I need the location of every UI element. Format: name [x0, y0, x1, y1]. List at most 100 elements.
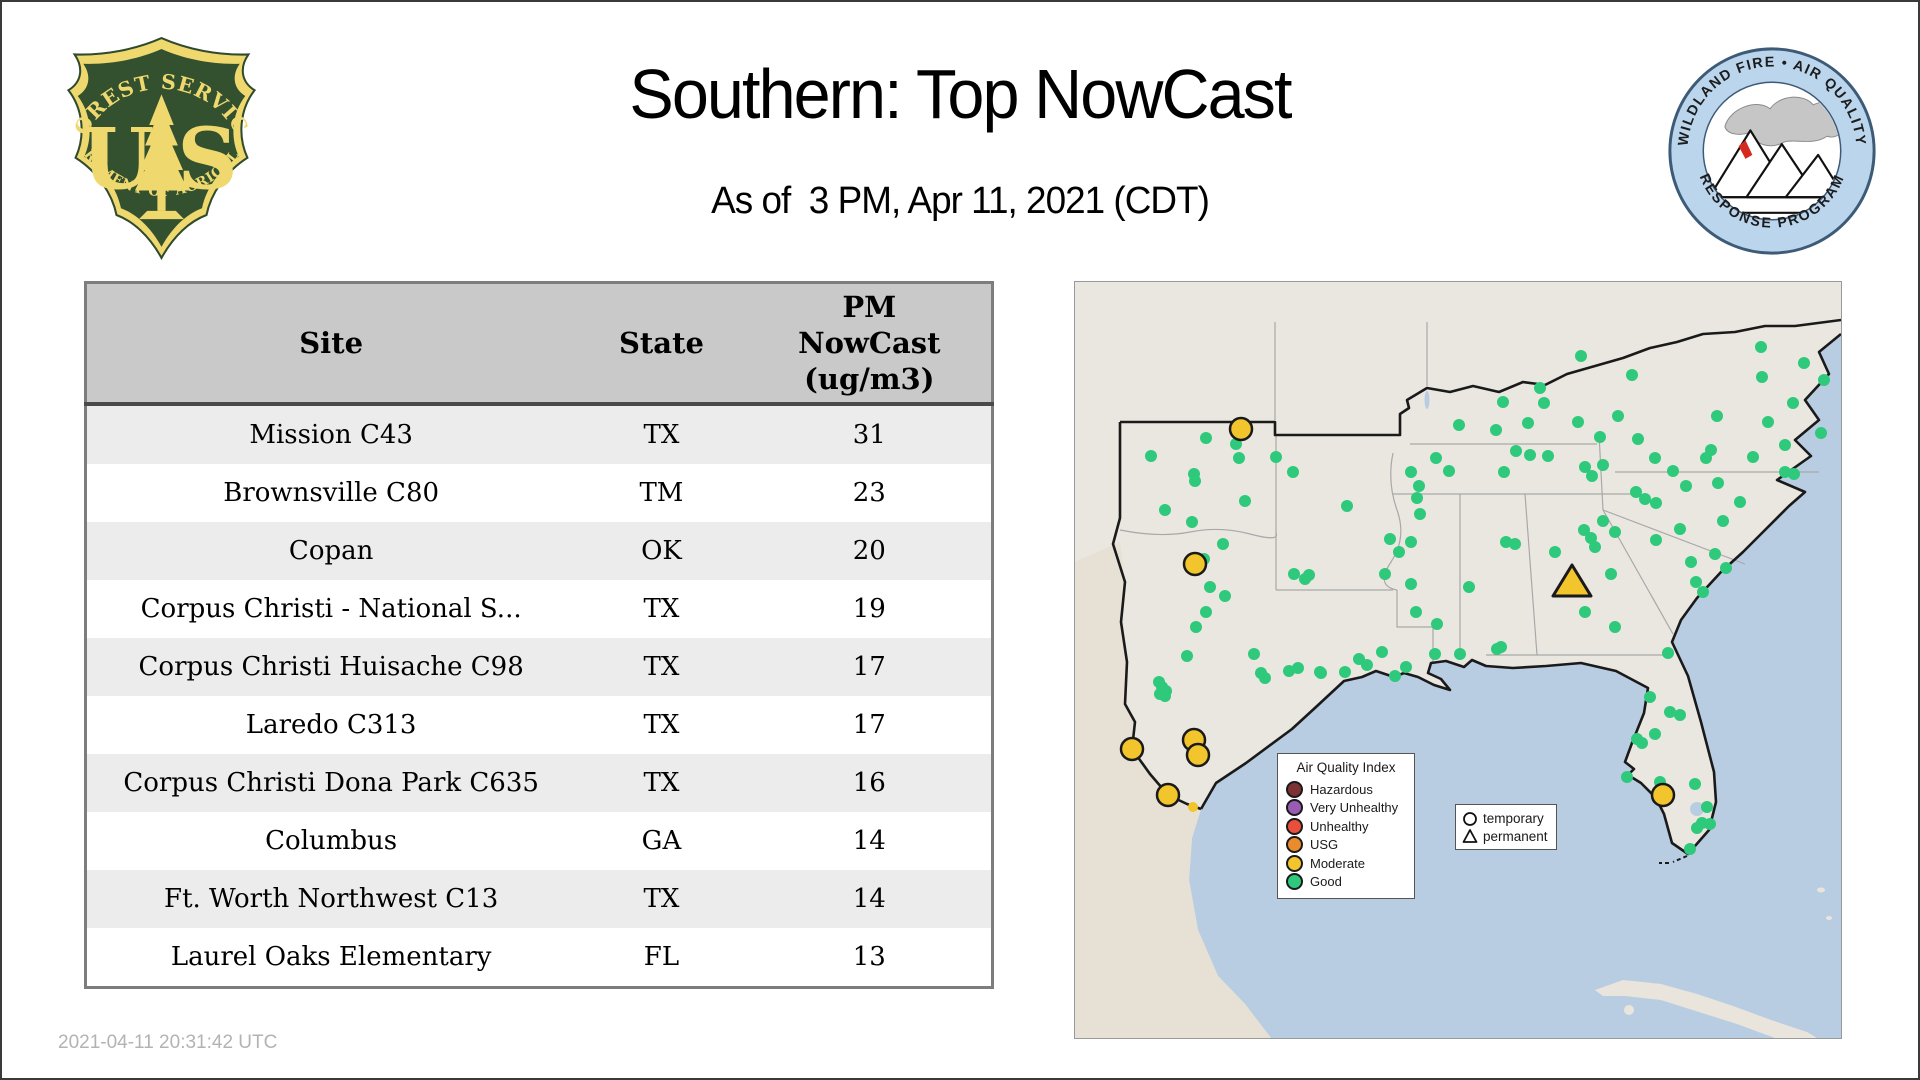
- good-site-dot: [1705, 444, 1717, 456]
- forest-service-logo: FOREST SERVICE U S DEPARTMENT OF AGRICUL…: [51, 16, 264, 265]
- good-site-dot: [1259, 672, 1271, 684]
- cell-value: 20: [852, 536, 886, 566]
- good-site-dot: [1400, 661, 1412, 673]
- legend-label: temporary: [1483, 810, 1544, 826]
- good-site-dot: [1549, 546, 1561, 558]
- good-site-dot: [1579, 461, 1591, 473]
- good-site-dot: [1649, 728, 1661, 740]
- good-site-dot: [1572, 416, 1584, 428]
- legend-entry: Unhealthy: [1286, 817, 1406, 836]
- cell-value: 17: [852, 652, 886, 682]
- good-site-dot: [1664, 706, 1676, 718]
- column-header-value: PM NowCast (ug/m3): [747, 282, 993, 406]
- mexico-land: [1075, 542, 1271, 1038]
- good-site-dot: [1454, 648, 1466, 660]
- good-site-dot: [1711, 410, 1723, 422]
- aqi-legend-title: Air Quality Index: [1296, 760, 1396, 775]
- good-site-dot: [1389, 670, 1401, 682]
- good-site-dot: [1650, 534, 1662, 546]
- good-site-dot: [1500, 536, 1512, 548]
- good-site-dot: [1292, 662, 1304, 674]
- good-site-dot: [1579, 606, 1591, 618]
- good-site-dot: [1684, 843, 1696, 855]
- good-site-dot: [1510, 445, 1522, 457]
- table-row: Corpus Christi Huisache C98 TX 17: [85, 638, 993, 696]
- column-header-state: State: [575, 282, 748, 406]
- good-site-dot: [1376, 646, 1388, 658]
- legend-entry: USG: [1286, 836, 1406, 855]
- table-row: Corpus Christi - National S... TX 19: [85, 580, 993, 638]
- cell-state: GA: [641, 826, 682, 856]
- table-header-row: Site State PM NowCast (ug/m3): [85, 282, 993, 406]
- good-site-dot: [1287, 466, 1299, 478]
- good-site-dot: [1779, 439, 1791, 451]
- small-island: [1624, 1005, 1634, 1015]
- good-site-dot: [1538, 397, 1550, 409]
- good-site-dot: [1690, 576, 1702, 588]
- permanent-triangle-icon: [1462, 829, 1478, 843]
- cell-state: TX: [643, 594, 680, 624]
- cell-state: TM: [639, 478, 684, 508]
- legend-entry: Moderate: [1286, 854, 1406, 873]
- good-site-dot: [1491, 643, 1503, 655]
- legend-swatch-icon: [1286, 836, 1303, 854]
- good-site-dot: [1597, 459, 1609, 471]
- temporary-circle-icon: [1463, 812, 1477, 826]
- moderate-permanent-marker: [1551, 563, 1593, 598]
- good-site-dot: [1379, 568, 1391, 580]
- legend-entry-permanent: permanent: [1462, 827, 1550, 845]
- legend-swatch-icon: [1286, 799, 1303, 817]
- cell-value: 13: [852, 942, 886, 972]
- moderate-temporary-marker: [1650, 782, 1676, 808]
- legend-label: Hazardous: [1310, 781, 1373, 797]
- good-site-dot: [1190, 621, 1202, 633]
- cell-site: Brownsville C80: [223, 478, 440, 508]
- bahama-island: [1817, 887, 1825, 893]
- good-site-dot: [1239, 495, 1251, 507]
- good-site-dot: [1411, 492, 1423, 504]
- table-row: Mission C43 TX 31: [85, 404, 993, 464]
- cuba-island: [1595, 980, 1817, 1038]
- good-site-dot: [1522, 417, 1534, 429]
- good-site-dot: [1636, 737, 1648, 749]
- good-site-dot: [1384, 533, 1396, 545]
- lake-okeechobee: [1690, 802, 1704, 816]
- moderate-temporary-marker: [1228, 416, 1254, 442]
- moderate-temporary-marker: [1182, 551, 1208, 577]
- legend-label: Unhealthy: [1310, 818, 1369, 834]
- good-site-dot: [1200, 432, 1212, 444]
- forest-service-shield: FOREST SERVICE U S DEPARTMENT OF AGRICUL…: [51, 16, 257, 261]
- cell-value: 17: [852, 710, 886, 740]
- good-site-dot: [1632, 433, 1644, 445]
- table-row: Laurel Oaks Elementary FL 13: [85, 928, 993, 988]
- legend-swatch-icon: [1286, 817, 1303, 835]
- good-site-dot: [1674, 709, 1686, 721]
- good-site-dot: [1288, 568, 1300, 580]
- good-site-dot: [1159, 690, 1171, 702]
- good-site-dot: [1413, 480, 1425, 492]
- site-markers: [1119, 341, 1830, 855]
- good-site-dot: [1644, 691, 1656, 703]
- table-row: Corpus Christi Dona Park C635 TX 16: [85, 754, 993, 812]
- good-site-dot: [1200, 606, 1212, 618]
- good-site-dot: [1575, 350, 1587, 362]
- shield-letter-u: U: [81, 109, 154, 208]
- good-site-dot: [1626, 369, 1638, 381]
- good-site-dot: [1534, 382, 1546, 394]
- good-site-dot: [1410, 606, 1422, 618]
- good-site-dot: [1609, 526, 1621, 538]
- legend-entry: Hazardous: [1286, 780, 1406, 799]
- bahama-island-2: [1826, 916, 1832, 920]
- good-site-dot: [1756, 371, 1768, 383]
- good-site-dot: [1219, 590, 1231, 602]
- cell-state: TX: [643, 710, 680, 740]
- table-row: Laredo C313 TX 17: [85, 696, 993, 754]
- good-site-dot: [1490, 424, 1502, 436]
- cell-site: Laurel Oaks Elementary: [170, 942, 492, 972]
- good-site-dot: [1630, 486, 1642, 498]
- good-site-dot: [1453, 419, 1465, 431]
- fire-mark-icon: [1738, 140, 1753, 159]
- good-site-dot: [1443, 465, 1455, 477]
- cell-site: Copan: [288, 536, 374, 566]
